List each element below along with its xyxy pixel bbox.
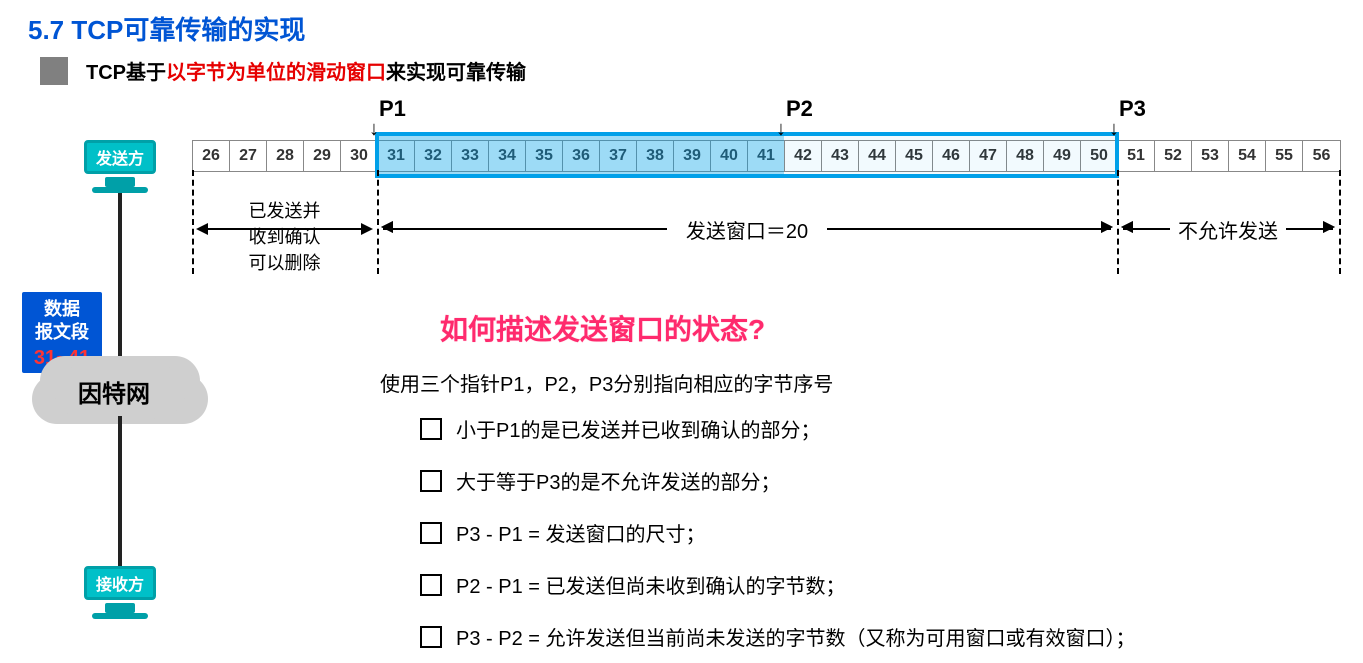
byte-cell: 55 — [1266, 141, 1303, 171]
byte-cell: 30 — [341, 141, 378, 171]
byte-cell: 56 — [1303, 141, 1340, 171]
connection-line-bottom — [118, 416, 122, 566]
byte-cell: 43 — [822, 141, 859, 171]
byte-cell: 26 — [193, 141, 230, 171]
byte-cell: 29 — [304, 141, 341, 171]
byte-cell: 46 — [933, 141, 970, 171]
segment-label-window: 发送窗口＝20 — [677, 218, 817, 247]
byte-cell: 36 — [563, 141, 600, 171]
byte-cell: 54 — [1229, 141, 1266, 171]
byte-cell: 27 — [230, 141, 267, 171]
dash-line-p1 — [377, 170, 379, 274]
byte-cell: 28 — [267, 141, 304, 171]
byte-cell: 44 — [859, 141, 896, 171]
pointer-p2-arrow-icon: ↓ — [776, 118, 786, 141]
receiver-base-icon — [92, 613, 148, 619]
intro-text: 使用三个指针P1，P2，P3分别指向相应的字节序号 — [380, 368, 833, 397]
pointer-p1-arrow-icon: ↓ — [369, 118, 379, 141]
bullet-3: P3 - P1 = 发送窗口的尺寸； — [420, 518, 706, 547]
bullet-5-text: P3 - P2 = 允许发送但当前尚未发送的字节数（又称为可用窗口或有效窗口）； — [456, 622, 1136, 651]
byte-cell: 50 — [1081, 141, 1118, 171]
bullet-2: 大于等于P3的是不允许发送的部分； — [420, 466, 780, 495]
byte-cell: 35 — [526, 141, 563, 171]
bullet-1: 小于P1的是已发送并已收到确认的部分； — [420, 414, 820, 443]
segment-line2: 报文段 — [22, 321, 102, 344]
bullet-square-icon — [40, 57, 68, 85]
segment-label-forbidden: 不允许发送 — [1173, 218, 1283, 247]
checkbox-icon — [420, 470, 442, 492]
receiver-host-icon: 接收方 — [84, 566, 156, 600]
section-title: 5.7 TCP可靠传输的实现 — [28, 10, 305, 47]
internet-label: 因特网 — [78, 374, 150, 409]
byte-cell: 48 — [1007, 141, 1044, 171]
segment-label-acked: 已发送并收到确认可以删除 — [192, 198, 377, 276]
checkbox-icon — [420, 522, 442, 544]
byte-sequence-row: 2627282930313233343536373839404142434445… — [192, 140, 1341, 172]
segment-line1: 数据 — [22, 298, 102, 321]
subtitle-row: TCP基于 以字节为单位的滑动窗口 来实现可靠传输 — [40, 56, 526, 85]
checkbox-icon — [420, 574, 442, 596]
byte-cell: 31 — [378, 141, 415, 171]
receiver-stand-icon — [105, 603, 135, 613]
byte-cell: 37 — [600, 141, 637, 171]
pointer-p1-label: P1 — [379, 96, 406, 122]
bullet-1-text: 小于P1的是已发送并已收到确认的部分； — [456, 414, 820, 443]
dash-line-p3 — [1117, 170, 1119, 274]
pointer-p2-label: P2 — [786, 96, 813, 122]
byte-cell: 40 — [711, 141, 748, 171]
checkbox-icon — [420, 418, 442, 440]
arrow-line-acked — [198, 228, 371, 230]
bullet-4-text: P2 - P1 = 已发送但尚未收到确认的字节数； — [456, 570, 846, 599]
bullet-3-text: P3 - P1 = 发送窗口的尺寸； — [456, 518, 706, 547]
question-heading: 如何描述发送窗口的状态? — [440, 308, 765, 348]
bullet-4: P2 - P1 = 已发送但尚未收到确认的字节数； — [420, 570, 846, 599]
data-segment-box: 数据 报文段 31~41 — [22, 292, 102, 373]
checkbox-icon — [420, 626, 442, 648]
sender-host-icon: 发送方 — [84, 140, 156, 174]
pointer-p3-label: P3 — [1119, 96, 1146, 122]
byte-cell: 49 — [1044, 141, 1081, 171]
byte-cell: 52 — [1155, 141, 1192, 171]
sender-stand-icon — [105, 177, 135, 187]
byte-cell: 38 — [637, 141, 674, 171]
byte-cell: 45 — [896, 141, 933, 171]
dash-line-end — [1339, 170, 1341, 274]
subtitle-highlight: 以字节为单位的滑动窗口 — [166, 56, 386, 85]
bullet-2-text: 大于等于P3的是不允许发送的部分； — [456, 466, 780, 495]
byte-cell: 32 — [415, 141, 452, 171]
byte-cell: 47 — [970, 141, 1007, 171]
byte-cell: 53 — [1192, 141, 1229, 171]
pointer-p3-arrow-icon: ↓ — [1109, 118, 1119, 141]
byte-cell: 51 — [1118, 141, 1155, 171]
byte-cell: 41 — [748, 141, 785, 171]
connection-line-top — [118, 193, 122, 368]
byte-cell: 42 — [785, 141, 822, 171]
subtitle-prefix: TCP基于 — [86, 56, 166, 85]
bullet-5: P3 - P2 = 允许发送但当前尚未发送的字节数（又称为可用窗口或有效窗口）； — [420, 622, 1136, 651]
byte-cell: 34 — [489, 141, 526, 171]
byte-cell: 39 — [674, 141, 711, 171]
byte-cell: 33 — [452, 141, 489, 171]
subtitle-suffix: 来实现可靠传输 — [386, 56, 526, 85]
